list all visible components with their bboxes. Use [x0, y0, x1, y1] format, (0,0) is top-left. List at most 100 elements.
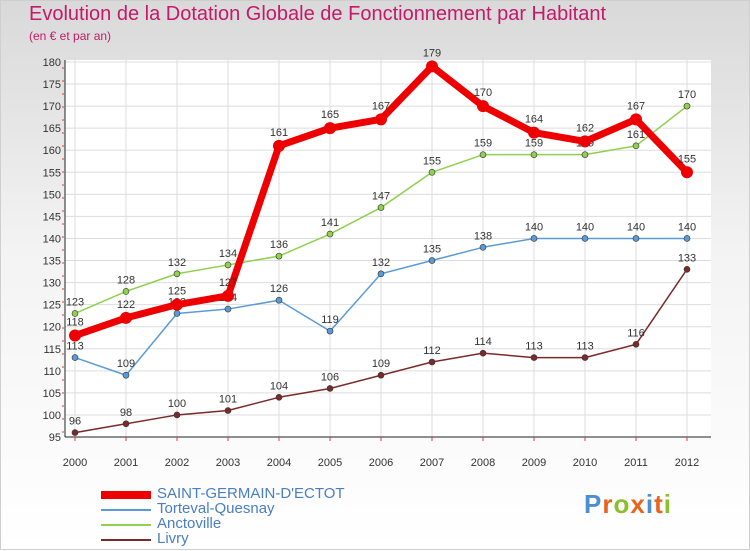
data-label: 170: [474, 87, 492, 99]
y-tick-label: 120: [43, 322, 61, 334]
x-tick-label: 2010: [573, 457, 597, 469]
y-tick-label: 125: [43, 300, 61, 312]
y-tick-label: 135: [43, 256, 61, 268]
data-point: [275, 393, 283, 401]
data-point: [479, 349, 487, 357]
data-point: [581, 235, 589, 242]
data-label: 161: [627, 129, 645, 141]
y-tick-label: 95: [49, 432, 61, 444]
data-label: 161: [270, 127, 288, 139]
data-label: 100: [168, 398, 186, 410]
y-tick-label: 150: [43, 189, 61, 201]
data-point: [326, 385, 334, 392]
data-point: [632, 142, 640, 150]
x-tick-label: 2012: [675, 457, 699, 469]
data-label: 147: [372, 191, 390, 203]
data-label: 138: [474, 230, 492, 242]
data-point: [275, 296, 283, 304]
data-label: 140: [627, 221, 645, 233]
data-label: 126: [270, 283, 288, 295]
y-tick-label: 110: [43, 366, 61, 378]
legend-swatch: [101, 539, 151, 541]
data-point: [173, 270, 181, 278]
logo-letter: i: [645, 489, 655, 519]
y-tick-label: 140: [43, 233, 61, 245]
x-tick-label: 2002: [165, 457, 189, 469]
data-label: 116: [627, 327, 645, 339]
data-label: 123: [66, 296, 84, 308]
data-point: [683, 235, 691, 242]
data-point: [222, 289, 234, 302]
logo-letter: i: [663, 489, 672, 519]
logo-letter: r: [602, 489, 614, 519]
data-label: 140: [678, 221, 696, 233]
data-label: 136: [270, 239, 288, 251]
data-point: [632, 235, 640, 242]
data-point: [171, 298, 183, 311]
data-label: 125: [168, 286, 186, 298]
data-label: 96: [69, 416, 81, 428]
y-tick-label: 100: [43, 410, 61, 422]
logo-letter: t: [654, 489, 664, 519]
data-point: [477, 100, 489, 113]
data-point: [528, 126, 540, 139]
data-label: 155: [678, 153, 696, 165]
data-label: 167: [372, 100, 390, 112]
y-tick-label: 145: [43, 211, 61, 223]
data-label: 119: [321, 314, 339, 326]
data-label: 159: [474, 138, 492, 150]
y-tick-label: 165: [43, 123, 61, 135]
data-label: 165: [321, 109, 339, 121]
x-tick-label: 2011: [624, 457, 648, 469]
data-point: [479, 243, 487, 251]
data-point: [273, 139, 285, 152]
data-label: 132: [372, 257, 390, 269]
data-label: 141: [321, 217, 339, 229]
data-label: 122: [117, 299, 135, 311]
logo-letter: x: [630, 489, 646, 519]
data-label: 159: [525, 138, 543, 150]
data-point: [122, 288, 130, 295]
data-point: [479, 151, 487, 158]
data-label: 162: [576, 122, 594, 134]
chart-subtitle: (en € et par an): [29, 29, 112, 43]
x-tick-label: 2001: [114, 457, 138, 469]
data-label: 113: [576, 341, 594, 353]
x-tick-label: 2005: [318, 457, 342, 469]
data-label: 128: [117, 274, 135, 286]
data-point: [224, 305, 232, 313]
y-tick-label: 160: [43, 145, 61, 157]
data-label: 133: [678, 252, 696, 264]
legend-label: Livry: [157, 530, 189, 547]
data-point: [530, 354, 538, 361]
x-tick-label: 2007: [420, 457, 444, 469]
x-tick-label: 2003: [216, 457, 240, 469]
data-label: 118: [66, 317, 84, 329]
data-point: [69, 329, 81, 342]
data-point: [428, 358, 436, 366]
chart-title: Evolution de la Dotation Globale de Fonc…: [29, 3, 607, 25]
data-label: 140: [525, 221, 543, 233]
data-point: [224, 407, 232, 414]
logo-letter: P: [584, 489, 603, 519]
data-label: 113: [66, 341, 84, 353]
logo-letter: o: [613, 489, 631, 519]
data-point: [122, 420, 130, 428]
data-point: [681, 166, 693, 179]
data-point: [122, 371, 130, 379]
legend-swatch: [101, 509, 151, 511]
data-label: 135: [423, 244, 441, 256]
data-point: [683, 102, 691, 110]
data-label: 134: [219, 248, 237, 260]
data-point: [581, 151, 589, 158]
data-point: [630, 113, 642, 126]
data-point: [173, 411, 181, 419]
data-point: [581, 354, 589, 361]
data-point: [71, 429, 79, 436]
x-tick-label: 2008: [471, 457, 495, 469]
data-point: [375, 113, 387, 126]
y-tick-label: 175: [43, 79, 61, 91]
data-point: [377, 204, 385, 211]
data-point: [683, 266, 691, 273]
